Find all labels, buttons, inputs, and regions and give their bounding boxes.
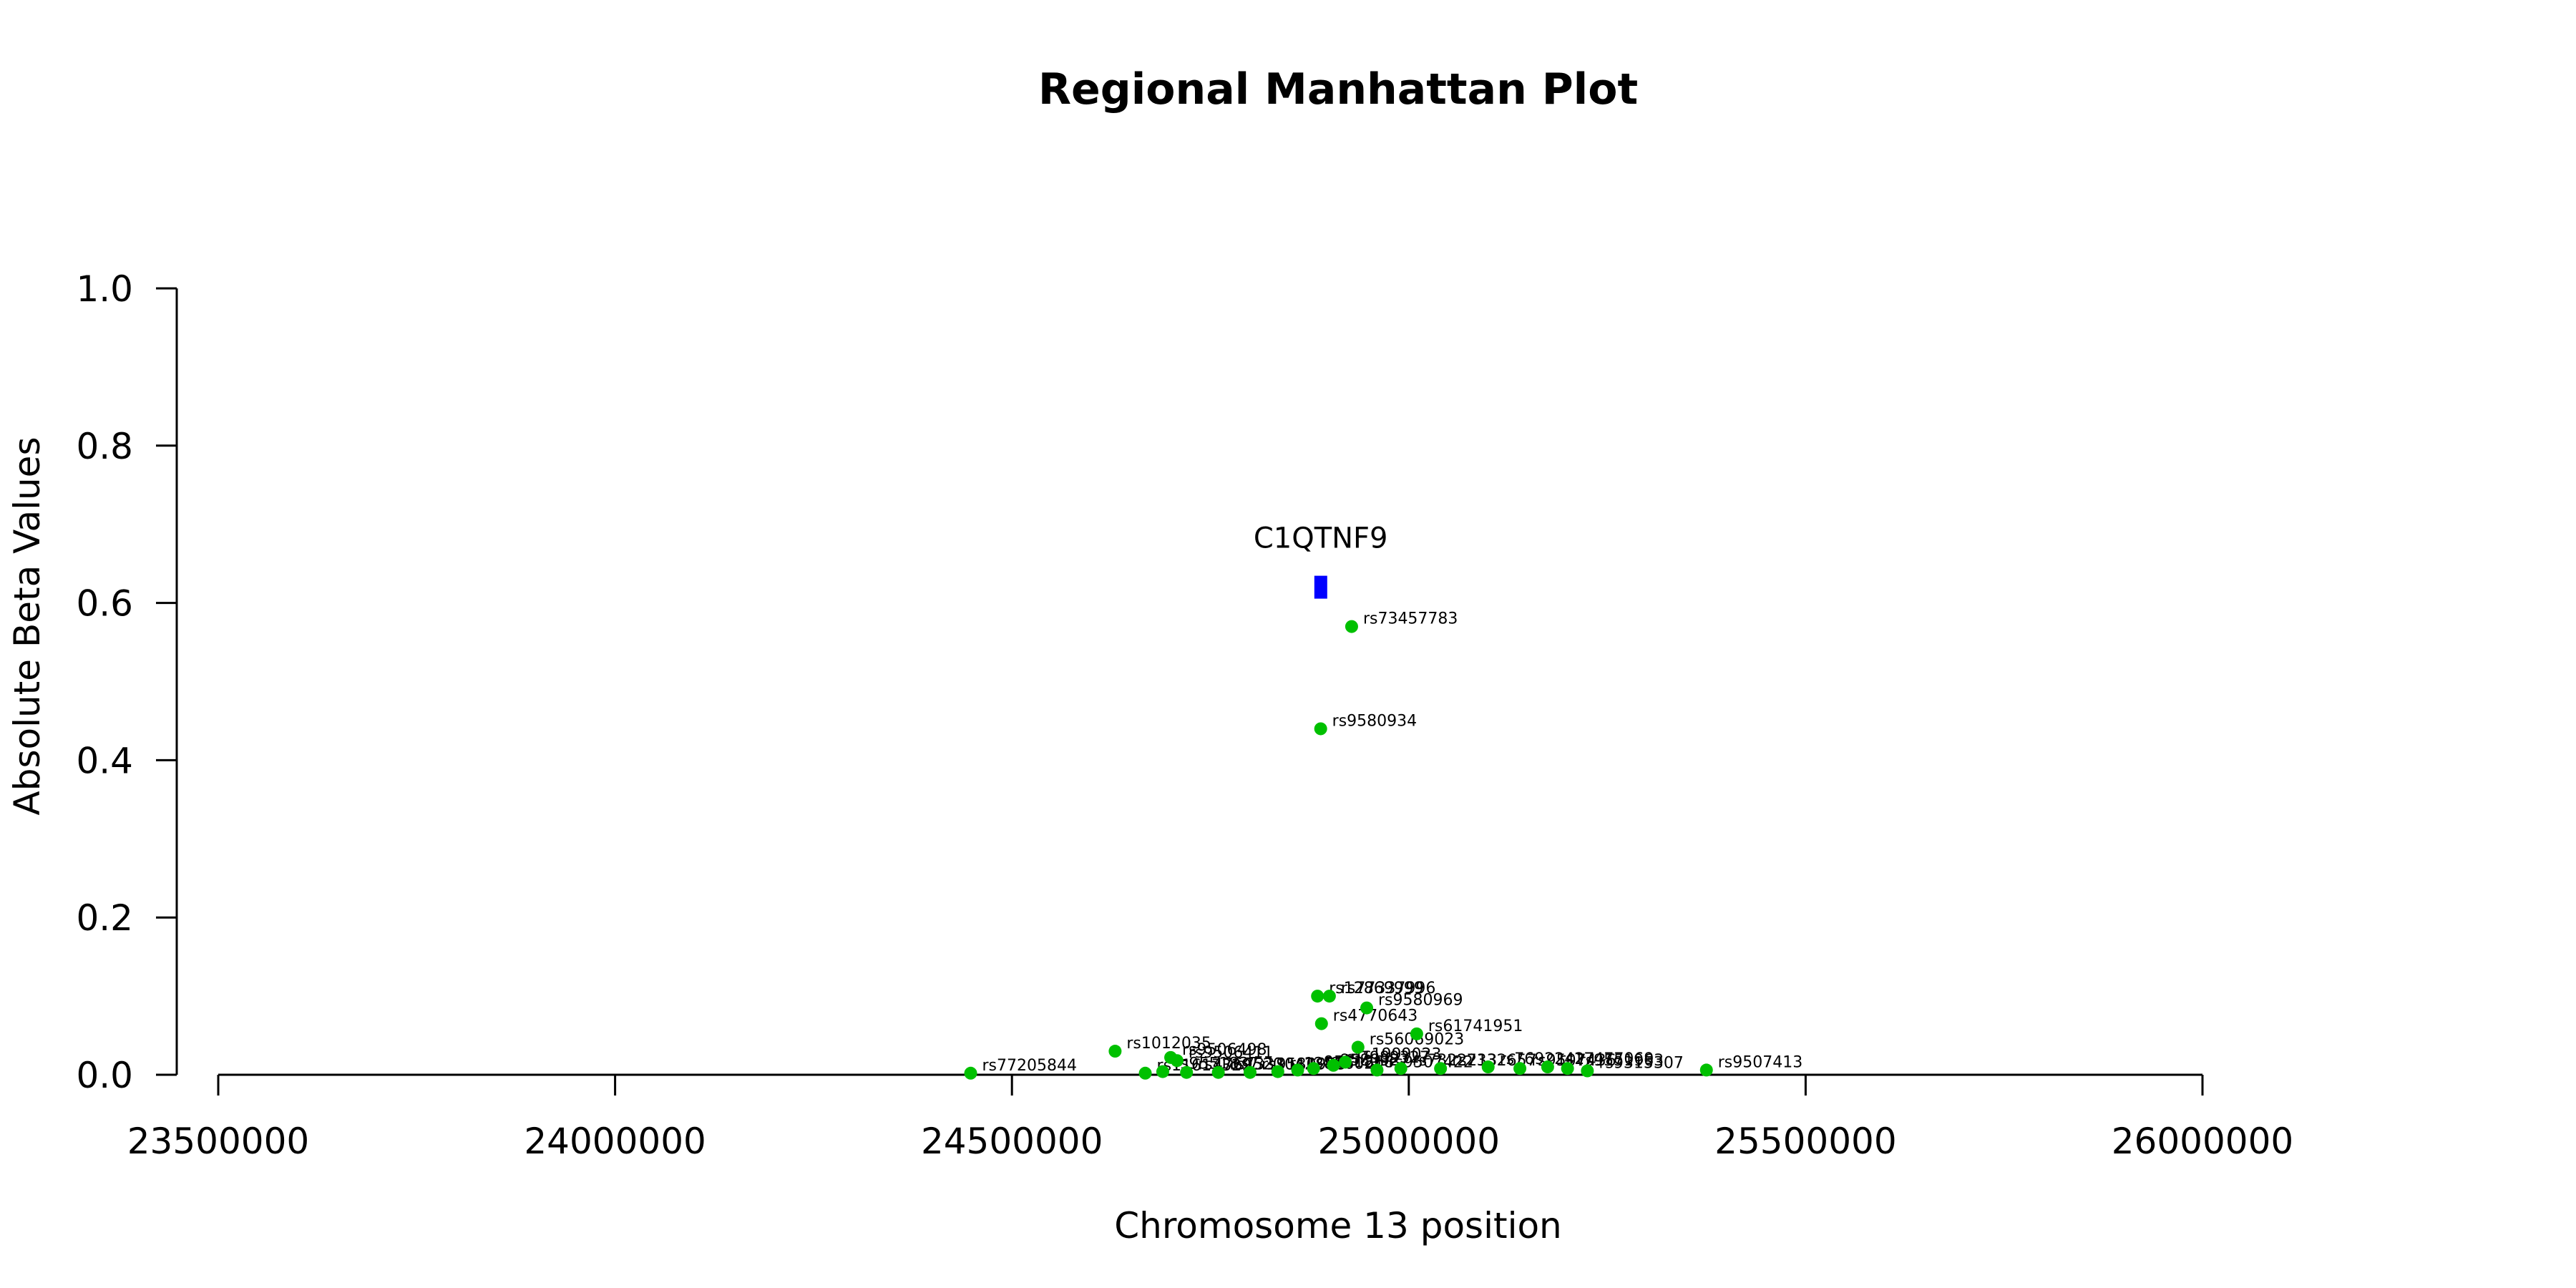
snp-label: rs9315307 xyxy=(1599,1055,1684,1073)
snp-point xyxy=(1370,1063,1384,1077)
snp-point xyxy=(1243,1065,1257,1079)
snp-label: rs4770643 xyxy=(1333,1008,1418,1025)
x-tick-label: 24000000 xyxy=(524,1121,706,1162)
y-tick-label: 0.4 xyxy=(76,740,133,781)
snp-label: rs9506411 xyxy=(1189,1044,1274,1062)
snp-label: rs73457783 xyxy=(1363,610,1458,628)
snp-points xyxy=(964,620,1713,1080)
snp-point xyxy=(1699,1063,1713,1077)
snp-label: rs9580934 xyxy=(1332,712,1418,730)
snp-point xyxy=(1156,1065,1169,1078)
y-axis-ticks: 0.0 0.2 0.4 0.6 0.8 1.0 xyxy=(76,268,177,1096)
snp-point xyxy=(964,1066,977,1080)
x-tick-label: 24500000 xyxy=(921,1121,1103,1162)
snp-point xyxy=(1410,1027,1423,1040)
snp-point xyxy=(1360,1001,1374,1015)
snp-label: rs12869999 xyxy=(1329,980,1423,997)
snp-point xyxy=(1481,1060,1495,1074)
x-tick-label: 25000000 xyxy=(1318,1121,1501,1162)
snp-label: rs1012035 xyxy=(1126,1035,1211,1053)
snp-point xyxy=(1307,1062,1320,1075)
snp-point xyxy=(1180,1065,1194,1079)
x-tick-label: 23500000 xyxy=(127,1121,310,1162)
snp-label: rs77205844 xyxy=(982,1057,1077,1075)
snp-point xyxy=(1311,990,1324,1003)
snp-point xyxy=(1327,1058,1340,1072)
x-axis-ticks: 23500000 24000000 24500000 25000000 25500000… xyxy=(127,1075,2294,1162)
x-tick-label: 25500000 xyxy=(1714,1121,1897,1162)
snp-label: rs61741951 xyxy=(1428,1018,1523,1035)
x-axis-label: Chromosome 13 position xyxy=(1114,1205,1562,1246)
snp-label: rs17477069 xyxy=(1559,1050,1654,1068)
x-tick-label: 26000000 xyxy=(2112,1121,2294,1162)
snp-point xyxy=(1541,1060,1554,1074)
y-tick-label: 0.8 xyxy=(76,426,133,467)
snp-point xyxy=(1345,620,1358,633)
gene-label: C1QTNF9 xyxy=(1254,522,1388,555)
snp-label: rs9507413 xyxy=(1718,1053,1803,1071)
gene-track: C1QTNF9 xyxy=(1254,522,1388,599)
snp-point xyxy=(1339,1055,1352,1069)
y-tick-label: 0.2 xyxy=(76,897,133,939)
y-tick-label: 0.0 xyxy=(76,1055,133,1096)
chart-title: Regional Manhattan Plot xyxy=(1038,64,1638,114)
snp-label: rs9580969 xyxy=(1378,992,1463,1010)
snp-label: rs77337996 xyxy=(1341,980,1435,997)
y-tick-label: 1.0 xyxy=(76,268,133,310)
snp-point xyxy=(1322,990,1336,1003)
snp-point xyxy=(1351,1040,1365,1054)
snp-point xyxy=(1271,1065,1284,1078)
snp-label: rs9551963 xyxy=(1579,1052,1664,1070)
snp-point xyxy=(1581,1064,1594,1078)
snp-point xyxy=(1314,722,1327,736)
snp-point xyxy=(1434,1062,1448,1075)
snp-point xyxy=(1170,1054,1184,1068)
snp-point xyxy=(1138,1066,1152,1080)
snp-point xyxy=(1394,1062,1407,1075)
gene-marker xyxy=(1314,575,1327,599)
snp-labels: rs73457783rs9580934rs12869999rs77337996r… xyxy=(982,610,1803,1075)
snp-point xyxy=(1291,1063,1304,1077)
snp-point xyxy=(1513,1062,1527,1075)
snp-point xyxy=(1211,1065,1225,1079)
y-axis-label: Absolute Beta Values xyxy=(6,437,48,816)
snp-point xyxy=(1561,1062,1574,1075)
snp-label: rs1999023 xyxy=(1357,1045,1442,1063)
snp-point xyxy=(1108,1045,1122,1058)
y-tick-label: 0.6 xyxy=(76,583,133,625)
snp-point xyxy=(1314,1017,1328,1030)
snp-label: rs9506498 xyxy=(1182,1041,1267,1059)
